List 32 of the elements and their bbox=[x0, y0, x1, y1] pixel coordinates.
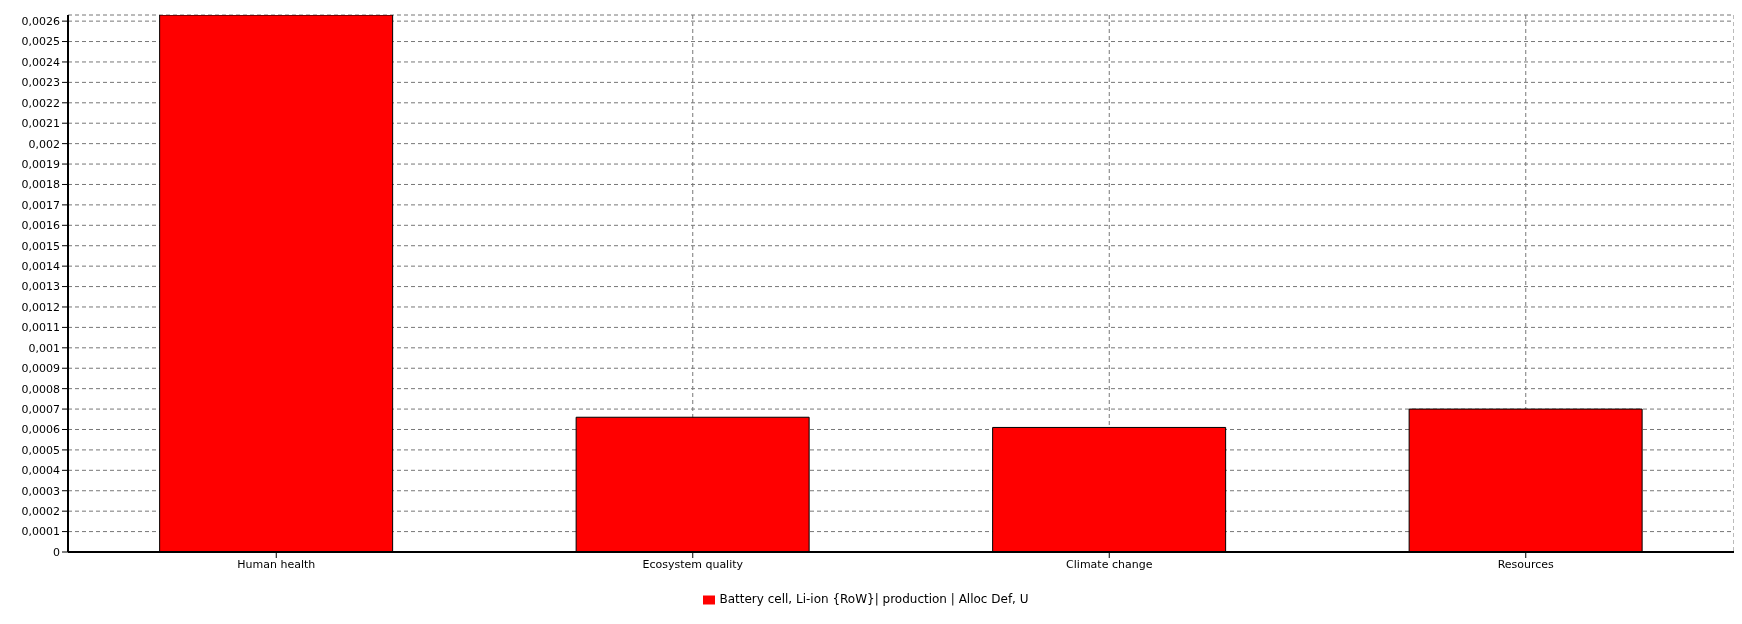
y-tick-label: 0,002 bbox=[28, 137, 60, 151]
y-tick-label: 0,0008 bbox=[21, 382, 60, 396]
y-tick-label: 0,0005 bbox=[21, 443, 60, 457]
y-tick-label: 0,0004 bbox=[21, 464, 60, 478]
y-tick-label: 0,0014 bbox=[21, 260, 60, 274]
y-tick-label: 0,0017 bbox=[21, 198, 60, 212]
y-tick-label: 0,0002 bbox=[21, 505, 60, 519]
y-tick-label: 0,0023 bbox=[21, 76, 60, 90]
y-tick-label: 0 bbox=[53, 545, 60, 559]
x-tick-label: Climate change bbox=[1066, 557, 1153, 571]
y-tick-label: 0,001 bbox=[28, 341, 60, 355]
x-tick-label: Human health bbox=[237, 557, 316, 571]
y-tick-label: 0,0012 bbox=[21, 300, 60, 314]
y-tick-label: 0,0009 bbox=[21, 362, 60, 376]
legend-label: Battery cell, Li-ion {RoW}| production | Alloc Def, U bbox=[719, 592, 1029, 606]
y-tick-label: 0,0019 bbox=[21, 157, 60, 171]
y-tick-label: 0,0001 bbox=[21, 525, 60, 539]
y-tick-label: 0,0022 bbox=[21, 96, 60, 110]
y-tick-label: 0,0011 bbox=[21, 321, 60, 335]
y-tick-label: 0,0015 bbox=[21, 239, 60, 253]
x-tick-label: Resources bbox=[1497, 557, 1555, 571]
y-tick-label: 0,0025 bbox=[21, 35, 60, 49]
y-tick-label: 0,0016 bbox=[21, 219, 60, 233]
y-tick-label: 0,0003 bbox=[21, 484, 60, 498]
y-tick-label: 0,0013 bbox=[21, 280, 60, 294]
y-tick-label: 0,0018 bbox=[21, 178, 60, 192]
y-tick-label: 0,0006 bbox=[21, 423, 60, 437]
y-tick-label: 0,0026 bbox=[21, 15, 60, 29]
y-tick-label: 0,0024 bbox=[21, 55, 60, 69]
y-tick-label: 0,0007 bbox=[21, 402, 60, 416]
x-tick-label: Ecosystem quality bbox=[642, 557, 744, 571]
y-tick-label: 0,0021 bbox=[21, 117, 60, 131]
